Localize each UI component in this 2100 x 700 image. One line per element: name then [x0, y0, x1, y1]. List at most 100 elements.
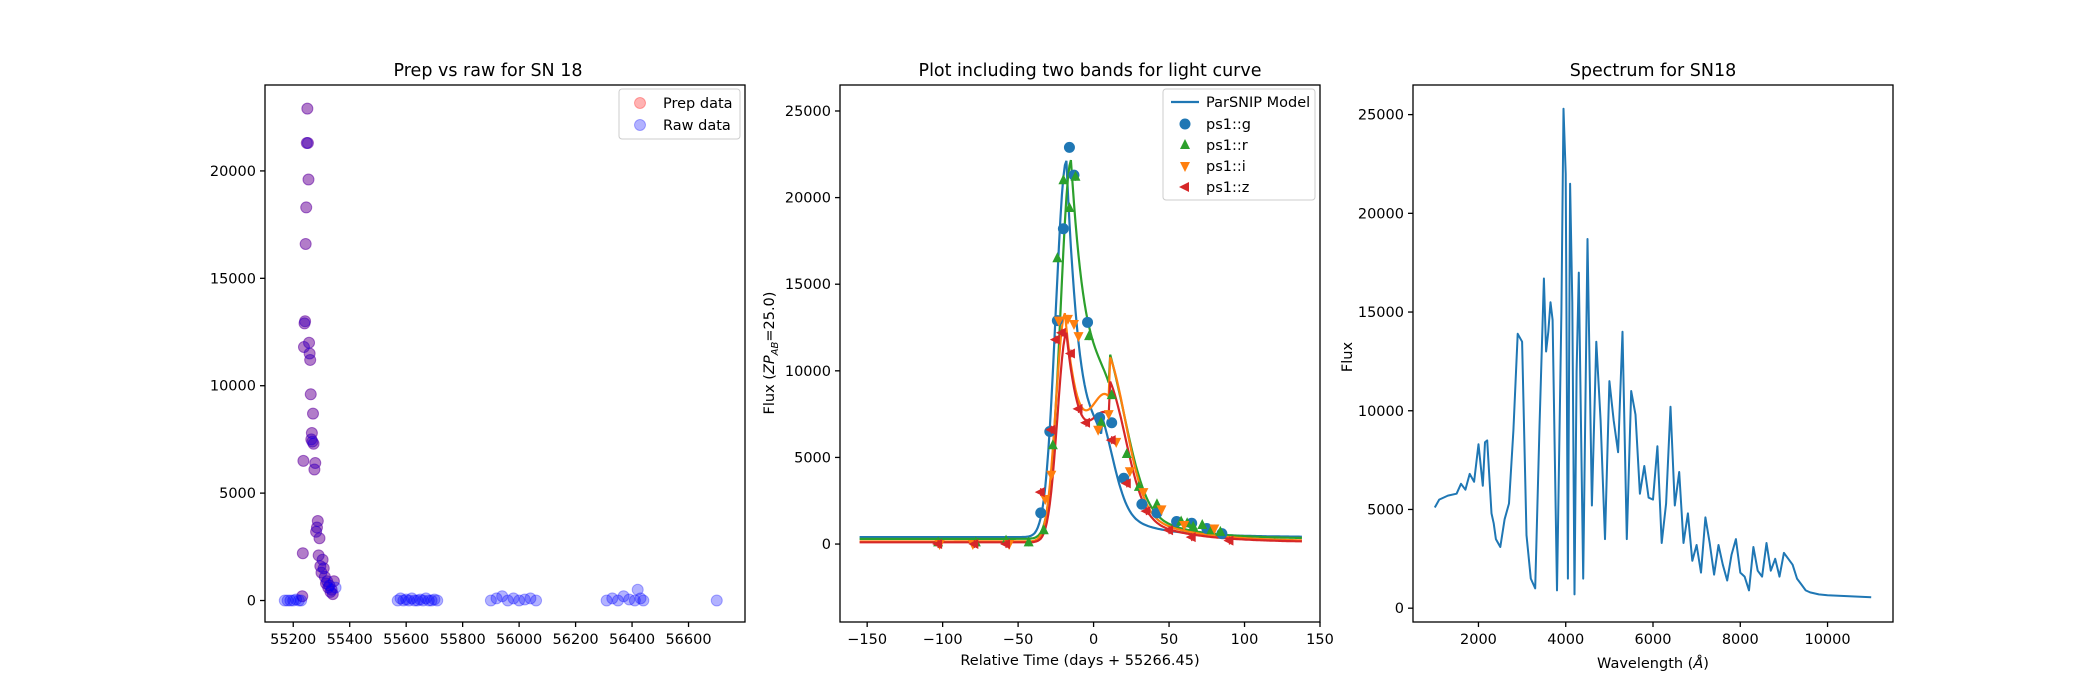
- data-point-ps1-i: [1093, 425, 1104, 436]
- panel1-title: Prep vs raw for SN 18: [394, 61, 583, 81]
- raw-data-point: [417, 594, 430, 607]
- prep-data-point: [296, 547, 309, 560]
- legend-label-ps1-r: ps1::r: [1206, 138, 1248, 154]
- raw-data-point: [325, 583, 338, 596]
- x-tick-label: 56200: [553, 632, 599, 648]
- data-point-ps1-z: [1163, 525, 1174, 536]
- legend-marker-raw: [634, 119, 646, 131]
- raw-data-point: [312, 549, 325, 562]
- data-point-ps1-g: [1082, 316, 1094, 328]
- data-point-ps1-z: [1072, 403, 1083, 414]
- spectrum-line: [1433, 107, 1872, 599]
- prep-data-point: [315, 566, 328, 579]
- raw-data-point: [309, 457, 322, 470]
- x-tick-label: 6000: [1635, 632, 1672, 648]
- raw-data-point: [631, 583, 644, 596]
- y-tick-label: 25000: [1358, 108, 1404, 124]
- data-point-ps1-z: [1034, 487, 1045, 498]
- raw-data-point: [284, 594, 297, 607]
- x-tick-label: 100: [1231, 632, 1259, 648]
- raw-data-point: [303, 347, 316, 360]
- prep-data-point: [298, 317, 311, 330]
- raw-data-point: [710, 594, 723, 607]
- data-point-ps1-i: [1103, 410, 1114, 421]
- raw-data-point: [513, 594, 526, 607]
- prep-data-point: [324, 585, 337, 598]
- data-point-ps1-r: [1023, 536, 1034, 547]
- raw-data-point: [317, 562, 330, 575]
- raw-data-point: [301, 102, 314, 115]
- raw-data-point: [306, 435, 319, 448]
- x-tick-label: 0: [1089, 632, 1098, 648]
- raw-data-point: [431, 594, 444, 607]
- raw-data-point: [304, 388, 317, 401]
- raw-data-point: [623, 593, 636, 606]
- raw-data-point: [290, 593, 303, 606]
- panel2-ylabel: Flux (ZPAB=25.0): [762, 292, 781, 415]
- prep-data-point: [297, 341, 310, 354]
- raw-data-point: [308, 463, 321, 476]
- raw-data-point: [304, 353, 317, 366]
- prep-data-point: [299, 237, 312, 250]
- raw-data-point: [281, 594, 294, 607]
- x-tick-label: 55800: [440, 632, 486, 648]
- panel-light-curve: Plot including two bands for light curve…: [762, 61, 1334, 669]
- prep-data-point: [312, 549, 325, 562]
- data-point-ps1-z: [1223, 535, 1234, 546]
- prep-data-point: [314, 560, 327, 573]
- data-point-ps1-i: [1046, 470, 1057, 481]
- prep-data-point: [305, 426, 318, 439]
- data-point-ps1-z: [1000, 539, 1011, 550]
- legend-marker-ps1-z: [1179, 182, 1189, 192]
- x-tick-label: 4000: [1547, 632, 1584, 648]
- raw-data-point: [319, 577, 332, 590]
- data-point-ps1-z: [1049, 334, 1060, 345]
- x-tick-label: 2000: [1460, 632, 1497, 648]
- prep-data-point: [325, 583, 338, 596]
- data-point-ps1-r: [1064, 201, 1075, 212]
- prep-data-point: [301, 136, 314, 149]
- prep-data-point: [323, 579, 336, 592]
- raw-data-point: [299, 315, 312, 328]
- data-point-ps1-i: [1124, 467, 1135, 478]
- raw-data-point: [617, 590, 630, 603]
- data-point-ps1-g: [1136, 498, 1148, 510]
- data-point-ps1-i: [1156, 505, 1167, 516]
- raw-data-point: [628, 594, 641, 607]
- raw-data-point: [300, 201, 313, 214]
- raw-data-point: [305, 426, 318, 439]
- data-point-ps1-z: [968, 539, 979, 550]
- prep-data-point: [309, 457, 322, 470]
- prep-data-point: [300, 201, 313, 214]
- x-tick-label: −100: [923, 632, 963, 648]
- prep-data-point: [313, 532, 326, 545]
- data-point-ps1-r: [1070, 170, 1081, 181]
- data-point-ps1-z: [1185, 532, 1196, 543]
- x-tick-label: 10000: [1804, 632, 1850, 648]
- prep-data-point: [322, 581, 335, 594]
- raw-data-point: [303, 336, 316, 349]
- data-point-ps1-z: [1080, 417, 1091, 428]
- panel2-plot-area: [859, 141, 1302, 551]
- y-tick-label: 10000: [1358, 404, 1404, 420]
- data-point-ps1-r: [1047, 439, 1058, 450]
- y-tick-label: 20000: [1358, 206, 1404, 222]
- legend-marker-prep: [634, 97, 646, 109]
- legend-label-raw: Raw data: [663, 118, 731, 134]
- raw-data-point: [296, 547, 309, 560]
- data-point-ps1-z: [1045, 424, 1056, 435]
- raw-data-point: [530, 594, 543, 607]
- raw-data-point: [322, 581, 335, 594]
- raw-data-point: [302, 173, 315, 186]
- raw-data-point: [313, 532, 326, 545]
- prep-data-point: [317, 562, 330, 575]
- prep-data-point: [318, 570, 331, 583]
- raw-data-point: [314, 560, 327, 573]
- y-tick-label: 0: [1395, 601, 1404, 617]
- raw-data-point: [310, 525, 323, 538]
- model-curve-ps1-i: [859, 312, 1302, 543]
- raw-data-point: [315, 566, 328, 579]
- panel3-title: Spectrum for SN18: [1570, 61, 1736, 81]
- prep-data-point: [300, 136, 313, 149]
